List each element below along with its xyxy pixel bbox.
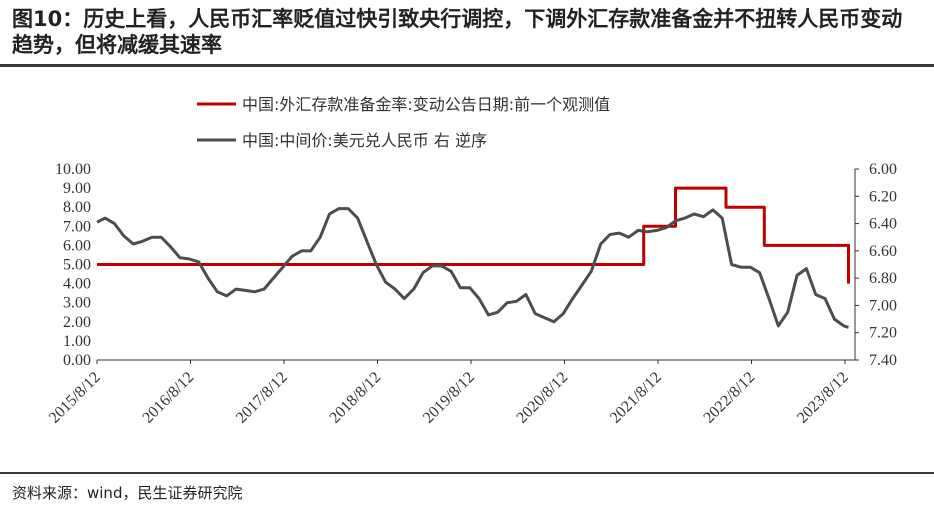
- left-axis-tick-label: 6.00: [63, 237, 91, 254]
- x-axis-tick-label: 2023/8/12: [794, 369, 852, 427]
- x-axis-tick-label: 2022/8/12: [700, 369, 758, 427]
- right-axis-tick-label: 7.00: [869, 297, 897, 314]
- x-axis-tick-label: 2019/8/12: [420, 369, 478, 427]
- left-axis-tick-label: 1.00: [63, 333, 91, 350]
- x-axis-tick-label: 2018/8/12: [326, 369, 384, 427]
- left-axis-tick-label: 4.00: [63, 276, 91, 293]
- left-axis-tick-label: 8.00: [63, 199, 91, 216]
- left-axis-tick-label: 10.00: [55, 161, 91, 178]
- rmb-central-parity-line: [96, 207, 849, 329]
- left-axis-tick-label: 2.00: [63, 314, 91, 331]
- left-axis-tick-label: 0.00: [63, 352, 91, 369]
- left-axis-tick-label: 7.00: [63, 218, 91, 235]
- left-axis-tick-label: 5.00: [63, 257, 91, 274]
- right-axis-tick-label: 6.00: [869, 161, 897, 178]
- right-axis-tick-label: 6.40: [869, 216, 897, 233]
- left-axis-tick-label: 3.00: [63, 295, 91, 312]
- x-axis-tick-label: 2016/8/12: [139, 369, 197, 427]
- x-axis-tick-label: 2021/8/12: [607, 369, 665, 427]
- chart-title: 图10：历史上看，人民币汇率贬值过快引致央行调控，下调外汇存款准备金并不扭转人民…: [12, 7, 903, 57]
- series-group: [96, 186, 850, 329]
- right-axis-tick-label: 6.60: [869, 243, 897, 260]
- legend-entry-label: 中国:中间价:美元兑人民币 右 逆序: [242, 131, 487, 150]
- right-axis-tick-label: 7.20: [869, 325, 897, 342]
- x-axis-tick-label: 2015/8/12: [46, 369, 104, 427]
- left-axis-tick-label: 9.00: [63, 180, 91, 197]
- x-axis-tick-label: 2017/8/12: [233, 369, 291, 427]
- source-note: 资料来源：wind，民生证券研究院: [12, 484, 243, 502]
- legend-entry-label: 中国:外汇存款准备金率:变动公告日期:前一个观测值: [242, 95, 610, 114]
- fx-deposit-reserve-ratio-line: [97, 186, 850, 284]
- axes: 0.00 1.00 2.00 3.00 4.00 5.00 6.00 7.00 8.00 9.00…: [46, 161, 897, 427]
- right-axis-tick-label: 6.80: [869, 270, 897, 287]
- right-axis-tick-label: 7.40: [869, 352, 897, 369]
- bottom-divider: [0, 472, 934, 474]
- x-axis-tick-label: 2020/8/12: [513, 369, 571, 427]
- right-axis-tick-label: 6.20: [869, 188, 897, 205]
- top-divider: [0, 64, 934, 67]
